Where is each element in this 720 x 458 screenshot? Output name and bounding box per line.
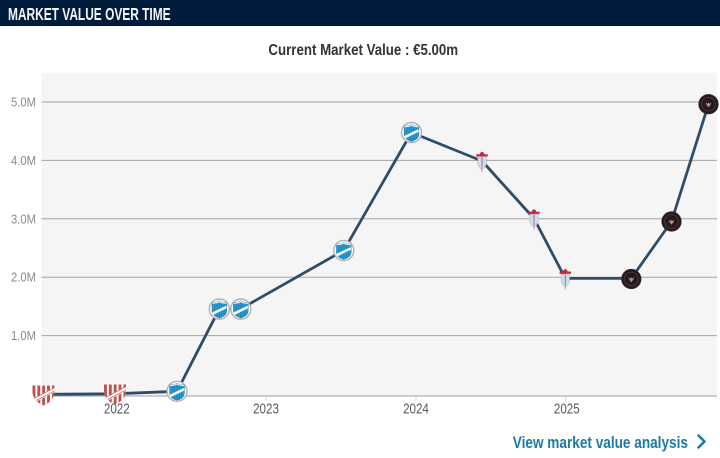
svg-text:3.0M: 3.0M bbox=[11, 212, 36, 227]
svg-text:2023: 2023 bbox=[253, 400, 279, 417]
svg-text:2024: 2024 bbox=[403, 400, 429, 417]
svg-text:1.0M: 1.0M bbox=[11, 329, 36, 344]
svg-text:2022: 2022 bbox=[104, 400, 130, 417]
svg-text:4.0M: 4.0M bbox=[11, 153, 36, 168]
svg-text:2025: 2025 bbox=[554, 400, 580, 417]
svg-text:5.0M: 5.0M bbox=[11, 95, 36, 110]
svg-text:2.0M: 2.0M bbox=[11, 270, 36, 285]
